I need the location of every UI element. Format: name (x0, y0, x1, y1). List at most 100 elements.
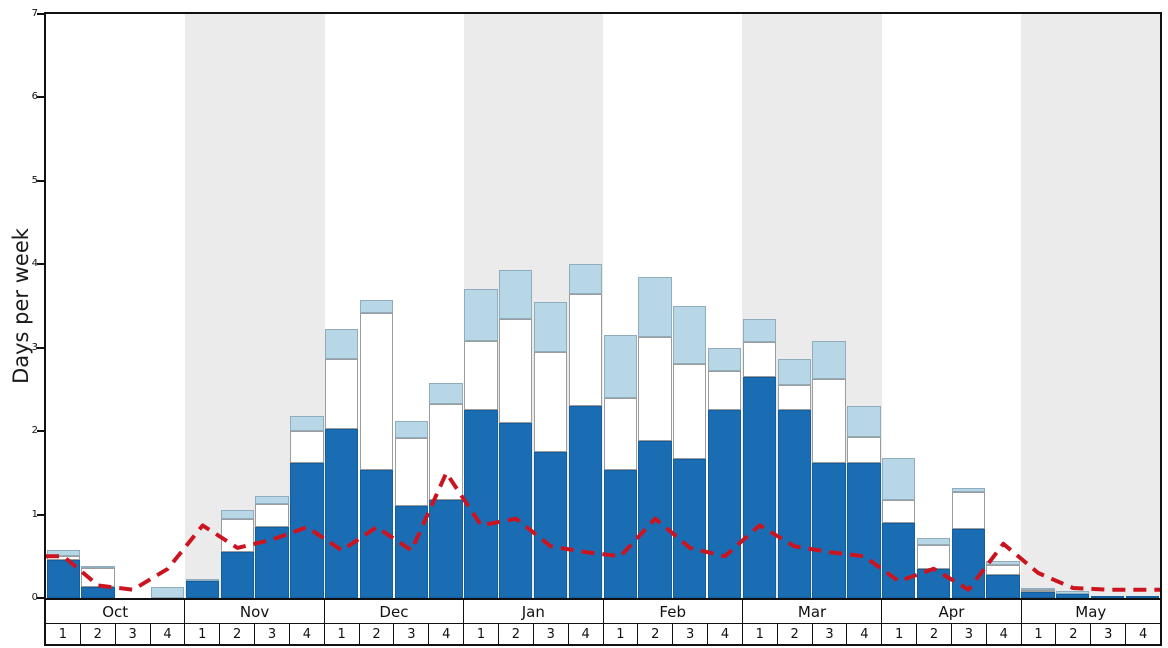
bar-stack (777, 358, 811, 598)
bar-stack (568, 264, 602, 598)
bar-segment-dark-blue-bars (986, 574, 1020, 598)
bar-segment-dark-blue-bars (638, 441, 672, 598)
week-cell-feb-2: 2 (638, 624, 674, 644)
bar-segment-dark-blue-bars (533, 452, 568, 598)
week-cell-nov-3: 3 (255, 624, 290, 644)
bar-segment-white-bars (359, 312, 394, 471)
bar-segment-dark-blue-bars (603, 470, 637, 598)
y-tick-label-5: 5 (31, 174, 38, 186)
bar-segment-light-blue-bars (847, 406, 881, 437)
bar-segment-light-blue-bars (568, 264, 602, 294)
bar-segment-dark-blue-bars (673, 458, 707, 598)
bar-stack (220, 510, 254, 598)
y-tick-label-3: 3 (31, 341, 38, 353)
bar-segment-light-blue-bars (290, 416, 324, 432)
week-cell-mar-4: 4 (847, 624, 883, 644)
bar-segment-dark-blue-bars (220, 552, 254, 598)
bar-segment-white-bars (986, 564, 1020, 575)
month-cell-may: May (1075, 602, 1107, 621)
y-tick-mark (37, 430, 44, 433)
bar-segment-white-bars (325, 358, 359, 430)
bar-segment-dark-blue-bars (707, 410, 742, 598)
bar-stack (847, 406, 881, 598)
bar-segment-light-blue-bars (533, 301, 568, 352)
month-cell-nov: Nov (185, 600, 325, 623)
bar-segment-white-bars (847, 437, 881, 463)
week-cell-may-2: 2 (1056, 624, 1092, 644)
week-cell-feb-4: 4 (708, 624, 743, 644)
bar-segment-light-blue-bars (916, 537, 951, 546)
month-cell-oct: Oct (46, 600, 186, 623)
bar-segment-dark-blue-bars (46, 560, 80, 598)
month-cell-feb: Feb (604, 600, 743, 623)
bar-segment-light-blue-bars (464, 289, 498, 342)
month-cell-dec: Dec (325, 600, 465, 623)
week-cell-apr-3: 3 (952, 624, 987, 644)
week-cell-may-3: 3 (1091, 624, 1127, 644)
bar-stack (1090, 596, 1125, 598)
week-cell-dec-3: 3 (394, 624, 430, 644)
bar-stack (916, 537, 951, 598)
week-cell-nov-2: 2 (220, 624, 256, 644)
bar-segment-white-bars (394, 437, 428, 507)
bar-segment-dark-blue-bars (812, 462, 846, 598)
bar-stack (1125, 596, 1159, 598)
bar-segment-white-bars (638, 336, 672, 442)
bar-stack (1056, 591, 1090, 598)
bar-segment-light-blue-bars (603, 335, 637, 398)
bar-segment-dark-blue-bars (916, 568, 951, 598)
bar-segment-white-bars (464, 341, 498, 411)
bar-segment-white-bars (882, 500, 916, 523)
bar-segment-light-blue-bars (812, 341, 846, 380)
bar-segment-dark-blue-bars (429, 499, 463, 598)
bar-stack (707, 347, 742, 598)
week-cell-mar-1: 1 (743, 624, 778, 644)
bar-stack (638, 276, 672, 598)
bar-stack (986, 561, 1020, 598)
y-tick-mark (37, 13, 44, 15)
plot-area (46, 14, 1160, 598)
week-cell-jan-4: 4 (569, 624, 604, 644)
week-cell-apr-2: 2 (917, 624, 952, 644)
bar-segment-white-bars (951, 492, 985, 529)
month-cell-jan: Jan (464, 600, 604, 623)
month-band-oct (46, 14, 186, 598)
month-row: Oct Nov Dec Jan Feb Mar Apr May (46, 600, 1160, 624)
y-tick-mark (37, 263, 44, 266)
bar-stack (533, 301, 568, 598)
bar-stack (603, 335, 637, 598)
month-cell-mar: Mar (743, 600, 883, 623)
y-tick-mark (37, 96, 44, 99)
bar-stack (255, 496, 289, 598)
week-cell-dec-1: 1 (325, 624, 360, 644)
bar-stack (499, 270, 533, 598)
week-cell-jan-2: 2 (499, 624, 534, 644)
bar-segment-light-blue-bars (429, 382, 463, 404)
bar-stack (185, 578, 220, 598)
y-tick-mark (37, 346, 44, 349)
bar-segment-light-blue-bars (742, 318, 777, 342)
y-tick-label-7: 7 (31, 8, 38, 19)
bar-segment-dark-blue-bars (185, 581, 220, 598)
bar-segment-dark-blue-bars (568, 406, 602, 598)
bar-segment-light-blue-bars (359, 300, 394, 313)
week-cell-feb-1: 1 (604, 624, 639, 644)
week-cell-nov-1: 1 (185, 624, 221, 644)
week-cell-feb-3: 3 (673, 624, 709, 644)
bar-segment-white-bars (568, 293, 602, 407)
week-cell-may-1: 1 (1022, 624, 1057, 644)
bar-segment-dark-blue-bars (742, 376, 777, 598)
bar-segment-white-bars (533, 351, 568, 452)
week-cell-may-4: 4 (1138, 626, 1148, 642)
bar-segment-dark-blue-bars (1021, 592, 1055, 598)
bar-segment-white-bars (81, 567, 115, 588)
bar-segment-white-bars (220, 518, 254, 553)
week-cell-dec-4: 4 (429, 624, 465, 644)
month-band-may (1020, 14, 1160, 598)
bar-segment-light-blue-bars (707, 347, 742, 372)
y-tick-label-0: 0 (31, 592, 38, 603)
bar-stack (81, 565, 115, 598)
bar-stack (673, 306, 707, 598)
